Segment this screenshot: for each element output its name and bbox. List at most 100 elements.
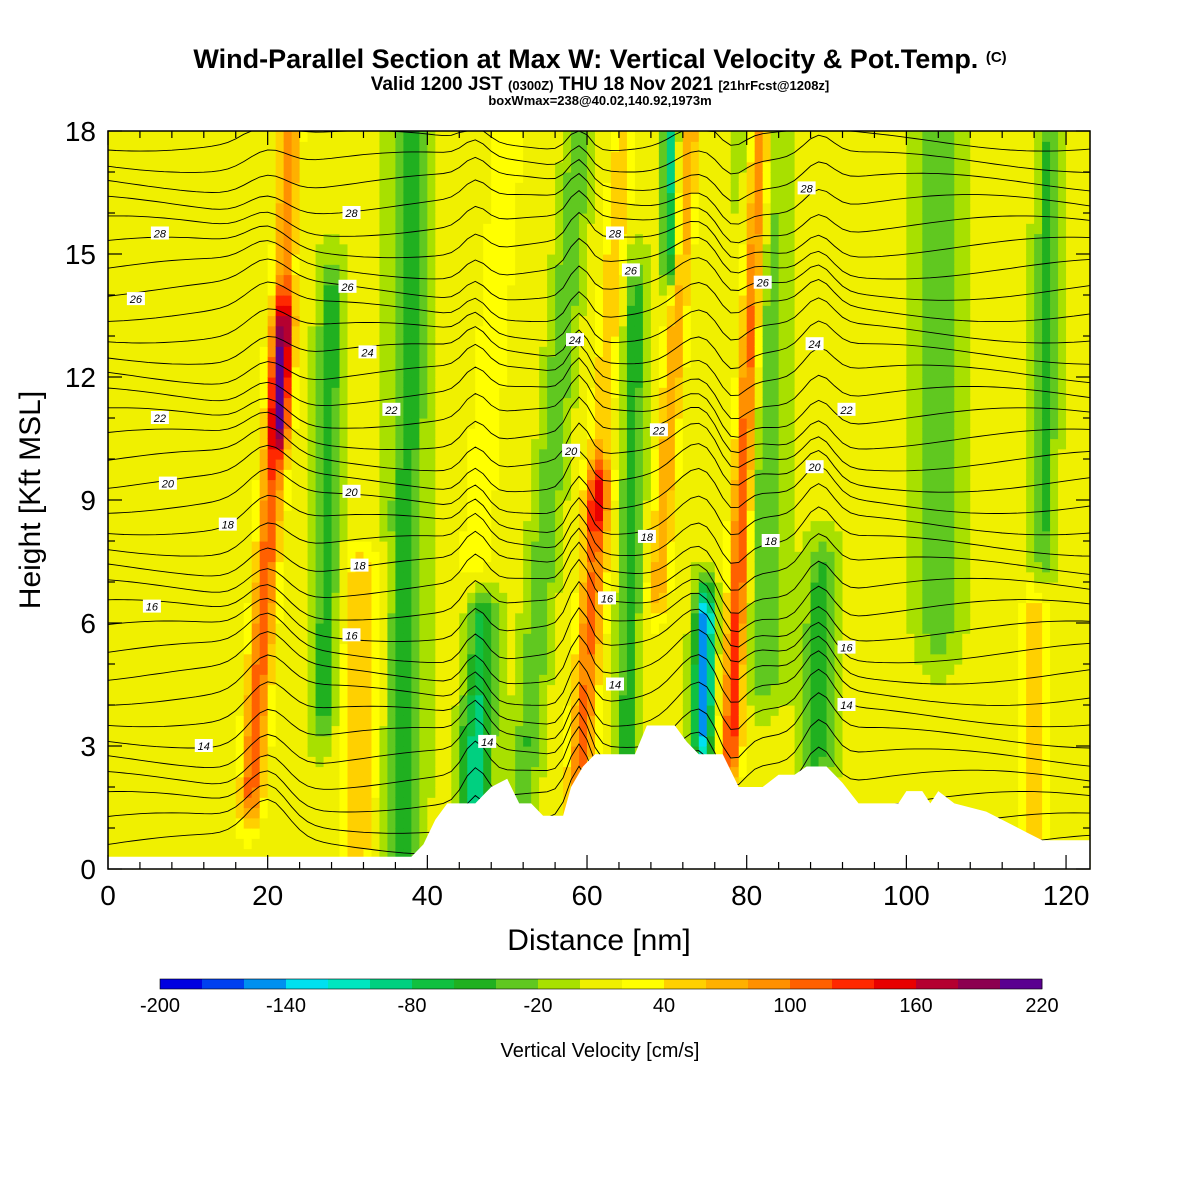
colorbar-swatch [244, 979, 287, 989]
theta-contour-line [107, 580, 1091, 648]
theta-contour-line [107, 483, 1091, 536]
colorbar-swatch [832, 979, 875, 989]
theta-contour-line [107, 607, 1091, 664]
y-tick-label: 12 [65, 362, 96, 393]
valid-prefix: Valid 1200 JST [370, 74, 503, 95]
colorbar-tick-label: 100 [773, 995, 806, 1017]
theta-label: 28 [606, 226, 624, 241]
copyright-mark: (C) [985, 49, 1007, 66]
box-wmax-info: boxWmax=238@40.02,140.92,1973m [488, 93, 712, 108]
theta-label: 26 [126, 292, 145, 306]
x-tick-label: 40 [412, 880, 443, 911]
colorbar-swatch [286, 979, 329, 989]
colorbar-swatch [328, 979, 371, 989]
theta-contour-line [107, 506, 1091, 564]
x-tick-label: 80 [731, 880, 762, 911]
colorbar-swatch [538, 979, 581, 989]
theta-label-text: 20 [807, 462, 821, 474]
y-tick-label: 9 [80, 485, 96, 516]
theta-label-text: 28 [799, 183, 813, 195]
theta-label: 14 [837, 698, 856, 712]
theta-label-text: 26 [756, 278, 770, 290]
theta-label-text: 22 [652, 425, 665, 437]
theta-label: 24 [358, 345, 377, 359]
x-tick-label: 60 [571, 880, 602, 911]
theta-label: 28 [150, 226, 169, 241]
theta-label: 18 [350, 558, 369, 573]
colorbar-tick-label: 220 [1025, 995, 1058, 1017]
theta-label: 20 [562, 443, 581, 458]
colorbar: -200 -140 -80 -20 40 100 160 220 [140, 978, 1059, 1017]
theta-label-text: 16 [345, 630, 358, 642]
theta-label-text: 28 [153, 229, 167, 241]
colorbar-tick-label: -20 [524, 995, 553, 1017]
theta-contour-line [107, 172, 1091, 225]
theta-label-text: 20 [344, 487, 358, 499]
theta-label-text: 22 [384, 405, 397, 417]
colorbar-swatch [454, 979, 497, 989]
theta-label-text: 18 [353, 561, 366, 573]
theta-label-text: 20 [564, 446, 578, 458]
theta-label: 16 [598, 591, 616, 605]
theta-label-text: 18 [222, 520, 235, 532]
theta-label-text: 28 [344, 208, 358, 220]
colorbar-title: Vertical Velocity [cm/s] [501, 1040, 700, 1062]
theta-contours [107, 130, 1091, 857]
theta-contour-line [107, 320, 1091, 370]
colorbar-swatch [202, 979, 245, 989]
theta-label: 16 [837, 640, 856, 655]
theta-label: 22 [150, 411, 169, 425]
theta-contour-line [107, 668, 1091, 730]
theta-label: 16 [142, 599, 161, 614]
theta-label-text: 26 [340, 282, 354, 294]
colorbar-tick-label: -140 [266, 995, 306, 1017]
theta-contour-line [107, 443, 1091, 493]
theta-label-text: 16 [601, 593, 614, 605]
theta-label: 18 [761, 534, 780, 548]
theta-contour-line [107, 156, 1091, 202]
x-tick-label: 20 [252, 880, 283, 911]
theta-contour-line [107, 692, 1091, 759]
theta-label: 28 [797, 181, 816, 195]
theta-contour-line [107, 396, 1091, 454]
theta-label-text: 24 [568, 335, 581, 347]
colorbar-swatch [748, 979, 791, 989]
y-tick-label: 6 [80, 608, 96, 639]
y-tick-label: 0 [80, 854, 96, 885]
colorbar-swatch [874, 979, 917, 989]
theta-label-text: 18 [641, 532, 654, 544]
theta-contour-line [107, 541, 1091, 614]
colorbar-swatch [580, 979, 623, 989]
theta-label-text: 24 [807, 339, 820, 351]
forecast-info: [21hrFcst@1208z] [718, 78, 830, 93]
colorbar-tick-label: 160 [899, 995, 932, 1017]
theta-label: 16 [342, 628, 361, 642]
y-axis: 0 3 6 9 12 15 18 [65, 116, 1090, 885]
colorbar-swatch [412, 979, 455, 989]
terrain-mask [108, 725, 1090, 869]
x-tick-label: 0 [100, 880, 116, 911]
colorbar-swatch [916, 979, 959, 989]
theta-label-text: 22 [153, 413, 166, 425]
colorbar-swatch [370, 979, 413, 989]
theta-contour-line [107, 237, 1091, 280]
colorbar-border [159, 978, 1043, 990]
theta-label: 26 [753, 275, 772, 290]
theta-contour-line [107, 211, 1091, 259]
colorbar-swatch [1000, 979, 1043, 989]
y-axis-label: Height [Kft MSL] [14, 391, 47, 609]
theta-contour-labels: 14 14 14 14 16 16 16 16 18 18 18 18 20 20 20 20 22 22 22 22… [126, 181, 856, 753]
theta-contour-line [107, 279, 1091, 323]
theta-contour-line [107, 134, 1091, 175]
theta-label-text: 14 [840, 700, 852, 712]
valid-date: THU 18 Nov 2021 [558, 74, 714, 95]
x-tick-label: 120 [1043, 880, 1090, 911]
theta-label: 20 [342, 484, 361, 499]
valid-time-line: Valid 1200 JST (0300Z) THU 18 Nov 2021 [… [0, 74, 1200, 96]
theta-label-text: 26 [129, 294, 143, 306]
theta-label: 14 [606, 677, 624, 692]
colorbar-swatch [958, 979, 1001, 989]
theta-contour-line [107, 527, 1091, 591]
theta-label: 26 [338, 279, 357, 294]
